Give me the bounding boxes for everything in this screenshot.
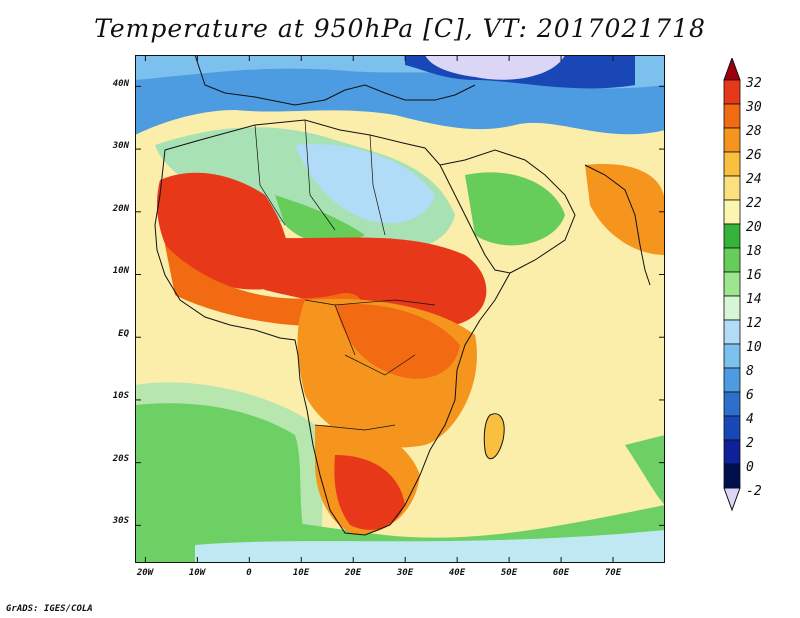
colorbar-label-24: 24: [746, 172, 762, 187]
colorbar-box: [723, 343, 741, 369]
colorbar-box: [723, 127, 741, 153]
field-arabia-green: [465, 172, 565, 246]
colorbar-box: [723, 391, 741, 417]
lat-label-10n: 10N: [112, 266, 129, 276]
lat-label-20n: 20N: [112, 204, 129, 214]
grads-credit: GrADS: IGES/COLA: [6, 604, 93, 614]
field-asia-frost: [425, 55, 565, 80]
field-south-cold: [195, 530, 665, 563]
colorbar-arrow-top: [723, 58, 741, 81]
lon-label-0: 0: [246, 568, 252, 578]
colorbar-box: [723, 79, 741, 105]
colorbar-label-10: 10: [746, 340, 762, 355]
lon-label-70e: 70E: [604, 568, 622, 578]
colorbar-box: [723, 295, 741, 321]
colorbar-label-32: 32: [746, 76, 762, 91]
lon-label-50e: 50E: [500, 568, 518, 578]
lat-label-30s: 30S: [112, 516, 129, 526]
lon-label-10w: 10W: [188, 568, 206, 578]
lon-label-20w: 20W: [136, 568, 154, 578]
lon-label-20e: 20E: [344, 568, 362, 578]
field-madagascar: [484, 413, 505, 459]
coastline-india: [584, 164, 651, 286]
field-india-warm: [585, 164, 665, 255]
colorbar-label-16: 16: [746, 268, 762, 283]
colorbar: [723, 58, 741, 512]
colorbar-box: [723, 415, 741, 441]
colorbar-label-30: 30: [746, 100, 762, 115]
field-southern-africa-hot: [334, 455, 405, 530]
lon-label-40e: 40E: [448, 568, 466, 578]
colorbar-box: [723, 103, 741, 129]
colorbar-label-2: 2: [746, 436, 754, 451]
colorbar-label-6: 6: [746, 388, 754, 403]
colorbar-label-4: 4: [746, 412, 754, 427]
colorbar-box: [723, 439, 741, 465]
tick-marks: [135, 55, 665, 563]
lat-label-40n: 40N: [112, 79, 129, 89]
colorbar-label-14: 14: [746, 292, 762, 307]
lat-label-10s: 10S: [112, 391, 129, 401]
colorbar-label-26: 26: [746, 148, 762, 163]
colorbar-label-18: 18: [746, 244, 762, 259]
lat-label-eq: EQ: [118, 329, 129, 339]
lat-label-30n: 30N: [112, 141, 129, 151]
colorbar-box: [723, 223, 741, 249]
colorbar-box: [723, 199, 741, 225]
colorbar-box: [723, 175, 741, 201]
field-sahara-blue: [295, 144, 435, 224]
colorbar-label-22: 22: [746, 196, 762, 211]
map-frame: [135, 55, 665, 563]
colorbar-box: [723, 319, 741, 345]
colorbar-label-12: 12: [746, 316, 762, 331]
lon-label-10e: 10E: [292, 568, 310, 578]
colorbar-label-0: 0: [746, 460, 754, 475]
coastline-madagascar: [483, 413, 505, 460]
colorbar-arrow-bottom: [723, 487, 741, 512]
temperature-map: [135, 55, 665, 563]
lon-label-30e: 30E: [396, 568, 414, 578]
colorbar-label-minus2: -2: [746, 484, 762, 499]
lat-label-20s: 20S: [112, 454, 129, 464]
colorbar-box: [723, 151, 741, 177]
colorbar-label-20: 20: [746, 220, 762, 235]
field-indian-ocean-green: [625, 435, 665, 505]
chart-title: Temperature at 950hPa [C], VT: 201702171…: [94, 14, 706, 43]
colorbar-box: [723, 463, 741, 489]
colorbar-label-28: 28: [746, 124, 762, 139]
coastline-arabia: [439, 149, 576, 274]
colorbar-box: [723, 271, 741, 297]
field-central-africa-hot: [335, 304, 460, 379]
lon-label-60e: 60E: [552, 568, 570, 578]
colorbar-box: [723, 367, 741, 393]
coastline-africa: [154, 119, 511, 536]
colorbar-box: [723, 247, 741, 273]
field-sahara-green: [275, 195, 365, 244]
coastline-europe: [194, 55, 476, 106]
field-sahel-hot: [235, 235, 487, 325]
colorbar-label-8: 8: [746, 364, 754, 379]
border-lines: [254, 119, 436, 431]
